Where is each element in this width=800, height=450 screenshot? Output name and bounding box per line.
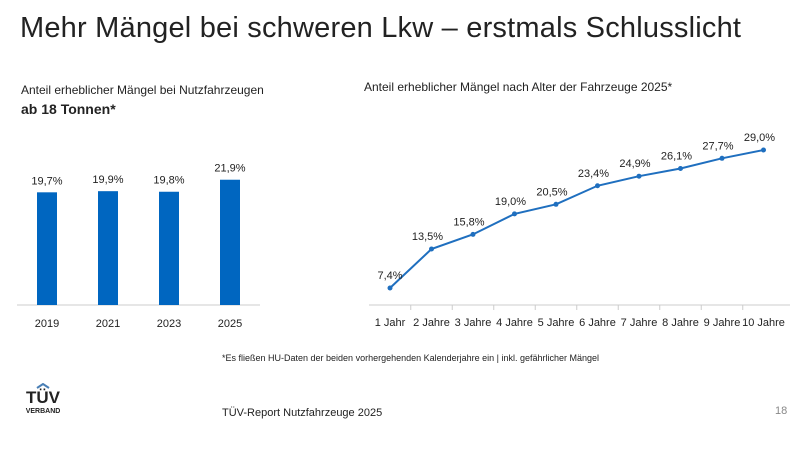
line-value-label: 23,4% — [578, 168, 609, 180]
bar-chart-subtitle: ab 18 Tonnen* — [21, 101, 116, 117]
line-value-label: 24,9% — [619, 158, 650, 170]
line-point — [678, 166, 683, 172]
bar-chart-title: Anteil erheblicher Mängel bei Nutzfahrze… — [21, 83, 264, 97]
line-x-tick-label: 8 Jahre — [662, 317, 699, 329]
tuv-logo: TÜV VERBAND — [20, 383, 66, 416]
line-x-tick-label: 1 Jahr — [375, 317, 406, 329]
bar-value-label: 19,8% — [153, 175, 184, 187]
line-value-label: 27,7% — [702, 140, 733, 152]
bar-value-label: 19,7% — [31, 175, 62, 187]
bar-value-label: 21,9% — [214, 163, 245, 175]
line-point — [429, 246, 434, 252]
line-point — [761, 147, 766, 153]
line-value-label: 26,1% — [661, 151, 692, 163]
line-x-tick-label: 10 Jahre — [742, 317, 785, 329]
line-point — [595, 183, 600, 189]
line-x-tick-label: 6 Jahre — [579, 317, 616, 329]
page-title: Mehr Mängel bei schweren Lkw – erstmals … — [20, 12, 742, 44]
line-x-tick-label: 4 Jahre — [496, 317, 533, 329]
line-value-label: 15,8% — [453, 216, 484, 228]
footnote: *Es fließen HU-Daten der beiden vorherge… — [222, 353, 600, 363]
bar-value-label: 19,9% — [92, 174, 123, 186]
bar — [220, 179, 240, 305]
bar-x-tick-label: 2019 — [35, 318, 59, 330]
line-x-tick-label: 5 Jahre — [538, 317, 575, 329]
line-value-label: 13,5% — [412, 231, 443, 243]
line-value-label: 29,0% — [744, 132, 775, 144]
line-series — [389, 149, 764, 289]
source-label: TÜV-Report Nutzfahrzeuge 2025 — [222, 407, 383, 419]
line-value-label: 20,5% — [536, 186, 567, 198]
bar-x-tick-label: 2021 — [96, 318, 120, 330]
bar — [37, 192, 57, 305]
line-point — [470, 231, 476, 237]
line-x-tick-label: 9 Jahre — [704, 317, 741, 329]
line-value-label: 7,4% — [377, 270, 402, 282]
line-chart-title: Anteil erheblicher Mängel nach Alter der… — [364, 80, 673, 94]
bar — [98, 191, 118, 305]
bar — [159, 191, 179, 305]
logo-text: TÜV — [26, 388, 60, 407]
line-value-label: 19,0% — [495, 196, 526, 208]
logo-subtext: VERBAND — [25, 408, 61, 415]
logo-chevron-icon — [36, 383, 50, 389]
line-point — [387, 285, 393, 291]
line-x-tick-label: 3 Jahre — [455, 317, 492, 329]
bar-x-tick-label: 2023 — [157, 318, 181, 330]
line-point — [636, 173, 642, 179]
bar-x-tick-label: 2025 — [218, 318, 242, 330]
page-number: 18 — [775, 405, 788, 417]
line-point — [553, 201, 559, 207]
line-point — [512, 211, 517, 217]
line-x-tick-label: 7 Jahre — [621, 317, 658, 329]
line-point — [719, 155, 725, 161]
line-x-tick-label: 2 Jahre — [413, 317, 450, 329]
